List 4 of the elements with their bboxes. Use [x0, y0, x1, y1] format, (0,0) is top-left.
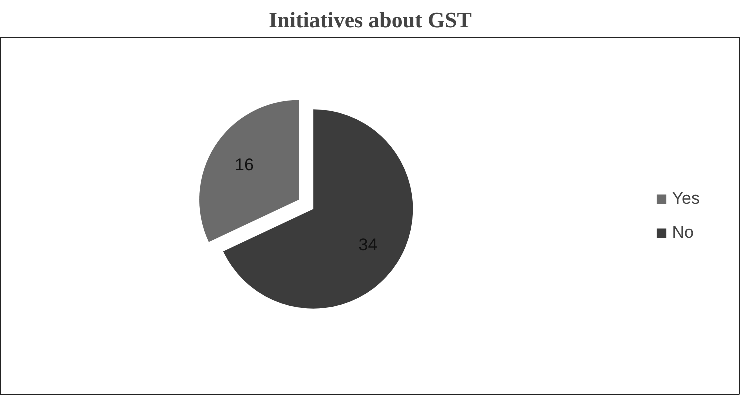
data-label: 16	[235, 155, 254, 174]
chart-title: Initiatives about GST	[269, 8, 472, 32]
legend-label: Yes	[672, 189, 700, 209]
legend-label: No	[672, 223, 694, 243]
